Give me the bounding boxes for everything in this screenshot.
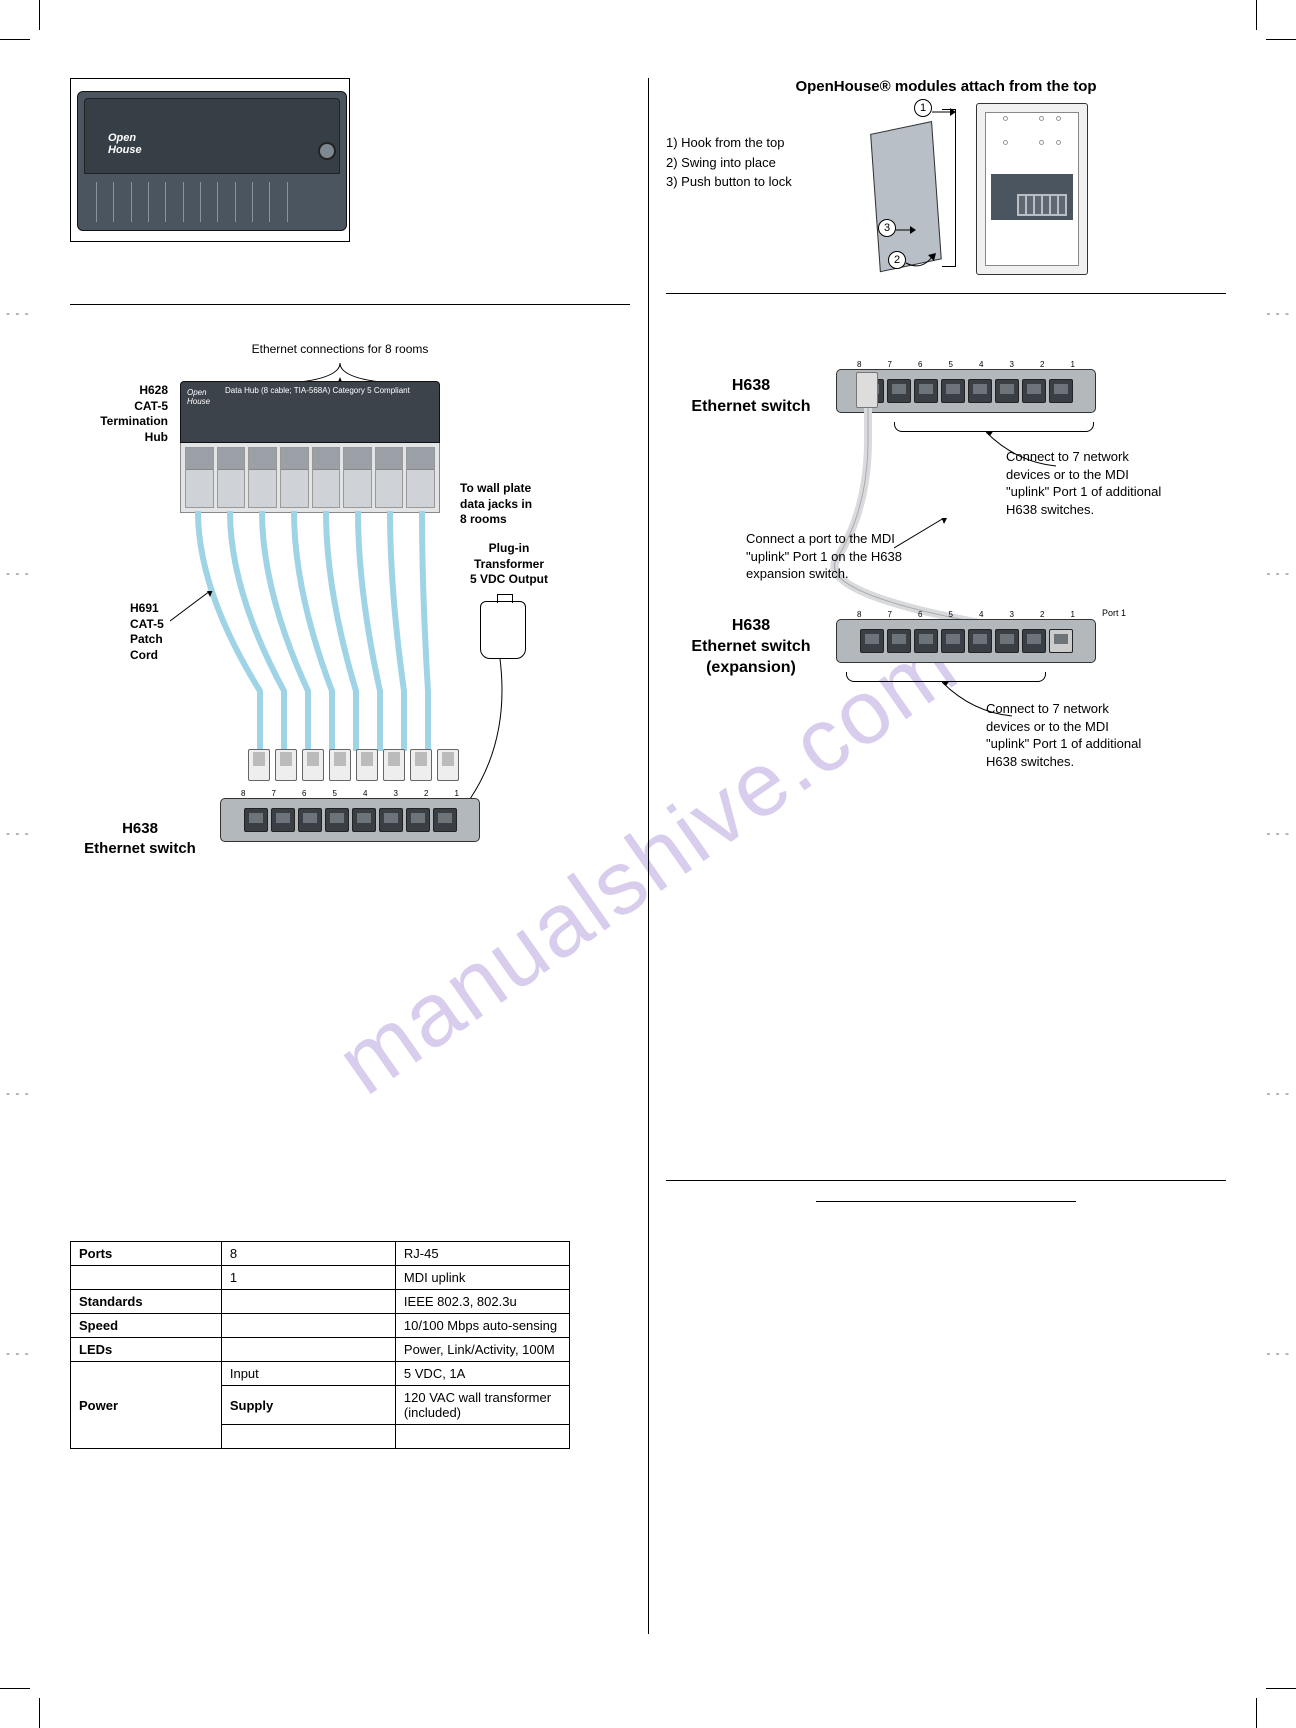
attach-side-view: 1 2 3: [846, 103, 956, 273]
figure-4: 1) Hook from the top 2) Swing into place…: [666, 103, 1226, 275]
fold-mark: - - -: [1266, 1086, 1290, 1100]
spec-table: Ports8RJ-45 1MDI uplink StandardsIEEE 80…: [70, 1241, 570, 1449]
page-content: OpenHouse Figure 1: H638 Module Typical …: [70, 78, 1226, 1634]
fold-mark: - - -: [6, 1346, 30, 1360]
fold-mark: - - -: [6, 306, 30, 320]
connect-note-2: Connect to 7 network devices or to the M…: [986, 700, 1186, 770]
ethernet-note: Ethernet connections for 8 rooms: [240, 341, 440, 357]
left-column: OpenHouse Figure 1: H638 Module Typical …: [70, 78, 630, 1449]
rj45-plug: [856, 372, 878, 408]
h638-switch: [220, 798, 480, 842]
openhouse-logo: OpenHouse: [108, 132, 142, 156]
h638-label-2: H638 Ethernet switch (expansion): [686, 616, 816, 678]
figure-5-diagram: 87654321 H638 Ethernet switch Connect to…: [666, 340, 1226, 960]
enclosure-front-view: [976, 103, 1088, 275]
h638-switch-bottom: [836, 619, 1096, 663]
fold-mark: - - -: [1266, 1346, 1290, 1360]
wallplate-label: To wall plate data jacks in 8 rooms: [460, 481, 532, 528]
spec-section: Ports8RJ-45 1MDI uplink StandardsIEEE 80…: [70, 1241, 630, 1449]
transformer-icon: [480, 601, 526, 659]
fold-mark: - - -: [1266, 566, 1290, 580]
right-column: OpenHouse® modules attach from the top 1…: [666, 78, 1226, 1205]
fig5-title: [846, 300, 1046, 320]
h628-hub: OpenHouse Data Hub (8 cable; TIA-568A) C…: [180, 381, 440, 443]
h638-module-illustration: OpenHouse: [70, 78, 350, 242]
h638-label-1: H638 Ethernet switch: [686, 376, 816, 418]
transformer-label: Plug-in Transformer 5 VDC Output: [470, 541, 548, 588]
figure-1: OpenHouse Figure 1: H638 Module: [70, 78, 630, 264]
step-3-marker: 3: [878, 219, 896, 237]
h628-label: H628 CAT-5 Termination Hub: [78, 383, 168, 445]
attach-title: OpenHouse® modules attach from the top: [666, 78, 1226, 95]
center-divider: [648, 78, 649, 1634]
h638-label: H638 Ethernet switch: [70, 819, 210, 858]
step-2-marker: 2: [888, 251, 906, 269]
fold-mark: - - -: [1266, 306, 1290, 320]
fold-mark: - - -: [6, 566, 30, 580]
fold-mark: - - -: [6, 826, 30, 840]
fold-mark: - - -: [6, 1086, 30, 1100]
port1-label: Port 1: [1102, 608, 1126, 618]
fold-mark: - - -: [1266, 826, 1290, 840]
attach-steps: 1) Hook from the top 2) Swing into place…: [666, 133, 826, 192]
h691-label: H691 CAT-5 Patch Cord: [130, 601, 164, 663]
figure-2-diagram: Ethernet connections for 8 rooms H628 CA…: [70, 341, 630, 901]
step-1-marker: 1: [914, 99, 932, 117]
